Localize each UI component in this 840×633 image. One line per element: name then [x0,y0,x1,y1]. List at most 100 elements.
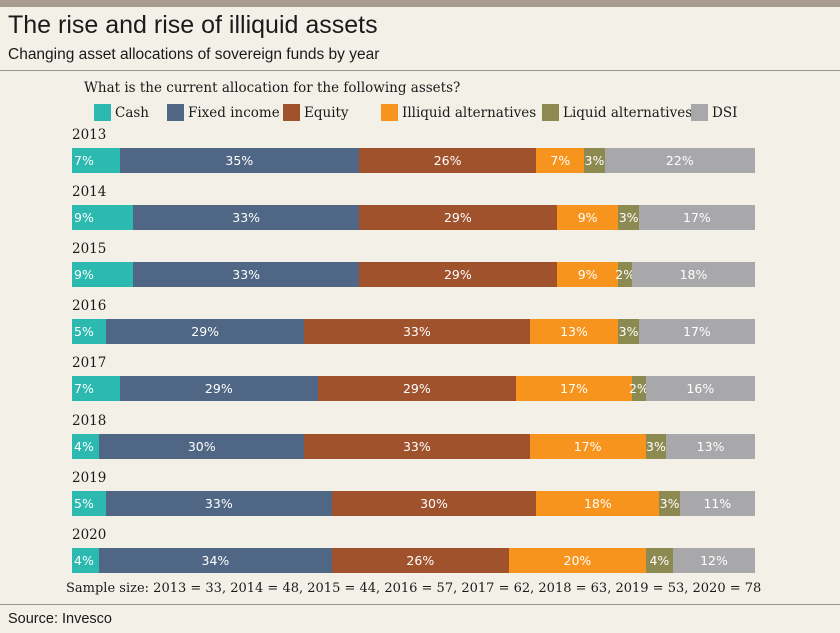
bar-segment-2013-equity: 26% [358,148,537,173]
year-label-2013: 2013 [72,127,107,143]
data-label: 4% [74,439,94,454]
data-label: 30% [420,496,448,511]
data-label: 13% [696,439,725,454]
bar-segment-2014-liquid-alternatives: 3% [618,205,639,230]
data-label: 34% [201,553,230,568]
data-label: 22% [665,153,694,168]
data-label: 9% [74,267,94,282]
data-label: 17% [573,439,602,454]
legend-label-cash: Cash [115,105,150,121]
data-label: 35% [225,153,254,168]
data-label: 3% [618,210,639,225]
data-label: 20% [563,553,592,568]
bar-segment-2019-fixed-income: 33% [106,491,332,516]
data-label: 5% [74,496,94,511]
bar-segment-2013-cash: 7% [72,148,120,173]
bar-segment-2016-dsi: 17% [638,319,755,344]
legend-label-fixed-income: Fixed income [188,105,280,121]
year-label-2015: 2015 [72,241,107,257]
bar-segment-2018-cash: 4% [72,434,100,459]
bar-segment-2019-equity: 30% [331,491,537,516]
bar-segment-2020-dsi: 12% [673,548,755,573]
data-label: 17% [683,210,711,225]
data-label: 17% [683,324,711,339]
bar-segment-2018-equity: 33% [304,434,530,459]
bar-segment-2017-illiquid-alternatives: 17% [515,376,633,401]
data-label: 2% [628,381,649,396]
data-label: 4% [74,553,94,568]
data-label: 9% [577,210,598,225]
bar-segment-2017-liquid-alternatives: 2% [628,376,649,401]
data-label: 18% [583,496,612,511]
bar-segment-2013-illiquid-alternatives: 7% [536,148,585,173]
bar-segment-2016-cash: 5% [72,319,107,344]
bar-segment-2020-liquid-alternatives: 4% [645,548,674,573]
bar-2015: 9% 33% 29% 9% 2% 18% [72,262,755,287]
bar-segment-2013-fixed-income: 35% [119,148,359,173]
bar-segment-2016-liquid-alternatives: 3% [618,319,639,344]
data-label: 33% [232,267,261,282]
data-label: 7% [74,381,94,396]
data-label: 9% [74,210,94,225]
bar-segment-2018-liquid-alternatives: 3% [645,434,667,459]
top-accent-bar [0,0,840,7]
bar-segment-2013-dsi: 22% [604,148,755,173]
data-label: 33% [204,496,233,511]
year-label-2018: 2018 [72,413,107,429]
data-label: 9% [577,267,598,282]
data-label: 16% [686,381,715,396]
bar-2013: 7% 35% 26% 7% 3% 22% [72,148,755,173]
data-label: 11% [703,496,732,511]
source-note: Source: Invesco [8,611,112,627]
data-label: 26% [433,153,462,168]
data-label: 29% [443,210,472,225]
data-label: 33% [232,210,261,225]
bar-segment-2018-fixed-income: 30% [99,434,305,459]
data-label: 3% [659,496,680,511]
bar-segment-2017-fixed-income: 29% [119,376,318,401]
data-label: 4% [649,553,670,568]
year-label-2014: 2014 [72,184,107,200]
bar-segment-2020-illiquid-alternatives: 20% [509,548,646,573]
data-label: 7% [550,153,571,168]
bar-2017: 7% 29% 29% 17% 2% 16% [72,376,755,401]
bar-segment-2015-liquid-alternatives: 2% [615,262,636,287]
data-label: 17% [560,381,588,396]
page-subtitle: Changing asset allocations of sovereign … [8,46,380,63]
legend-swatch-equity [283,104,300,121]
data-label: 3% [646,439,666,454]
bar-segment-2014-fixed-income: 33% [133,205,359,230]
sample-size-note: Sample size: 2013 = 33, 2014 = 48, 2015 … [66,581,762,596]
bar-segment-2019-dsi: 11% [679,491,755,516]
bar-segment-2013-liquid-alternatives: 3% [584,148,605,173]
bar-2019: 5% 33% 30% 18% 3% 11% [72,491,755,516]
data-label: 13% [560,324,588,339]
bar-segment-2015-illiquid-alternatives: 9% [556,262,619,287]
bar-segment-2015-dsi: 18% [632,262,755,287]
legend-swatch-fixed-income [167,104,184,121]
bar-segment-2018-dsi: 13% [666,434,755,459]
legend-label-illiquid-alternatives: Illiquid alternatives [402,105,537,121]
legend-swatch-liquid-alternatives [542,104,559,121]
bar-segment-2020-equity: 26% [331,548,510,573]
data-label: 2% [615,267,636,282]
bar-2014: 9% 33% 29% 9% 3% 17% [72,205,755,230]
data-label: 3% [618,324,639,339]
bar-segment-2020-cash: 4% [72,548,100,573]
legend-label-dsi: DSI [712,105,738,121]
bar-segment-2015-equity: 29% [358,262,557,287]
bar-segment-2014-dsi: 17% [638,205,755,230]
page-title: The rise and rise of illiquid assets [8,11,378,39]
data-label: 30% [187,439,216,454]
bar-2018: 4% 30% 33% 17% 3% 13% [72,434,755,459]
bar-segment-2016-equity: 33% [304,319,530,344]
data-label: 3% [584,153,605,168]
data-label: 33% [402,439,431,454]
bar-segment-2016-fixed-income: 29% [106,319,305,344]
year-label-2017: 2017 [72,355,107,371]
data-label: 26% [406,553,435,568]
bar-segment-2014-illiquid-alternatives: 9% [556,205,619,230]
bar-segment-2020-fixed-income: 34% [99,548,332,573]
bar-2020: 4% 34% 26% 20% 4% 12% [72,548,755,573]
bar-segment-2017-dsi: 16% [645,376,755,401]
